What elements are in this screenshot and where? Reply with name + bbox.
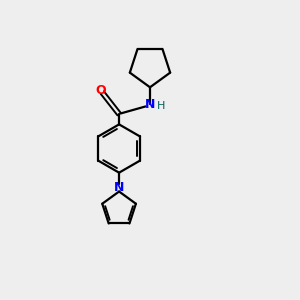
Text: N: N — [114, 181, 124, 194]
Text: O: O — [95, 84, 106, 97]
Text: N: N — [145, 98, 155, 111]
Text: H: H — [157, 101, 165, 111]
